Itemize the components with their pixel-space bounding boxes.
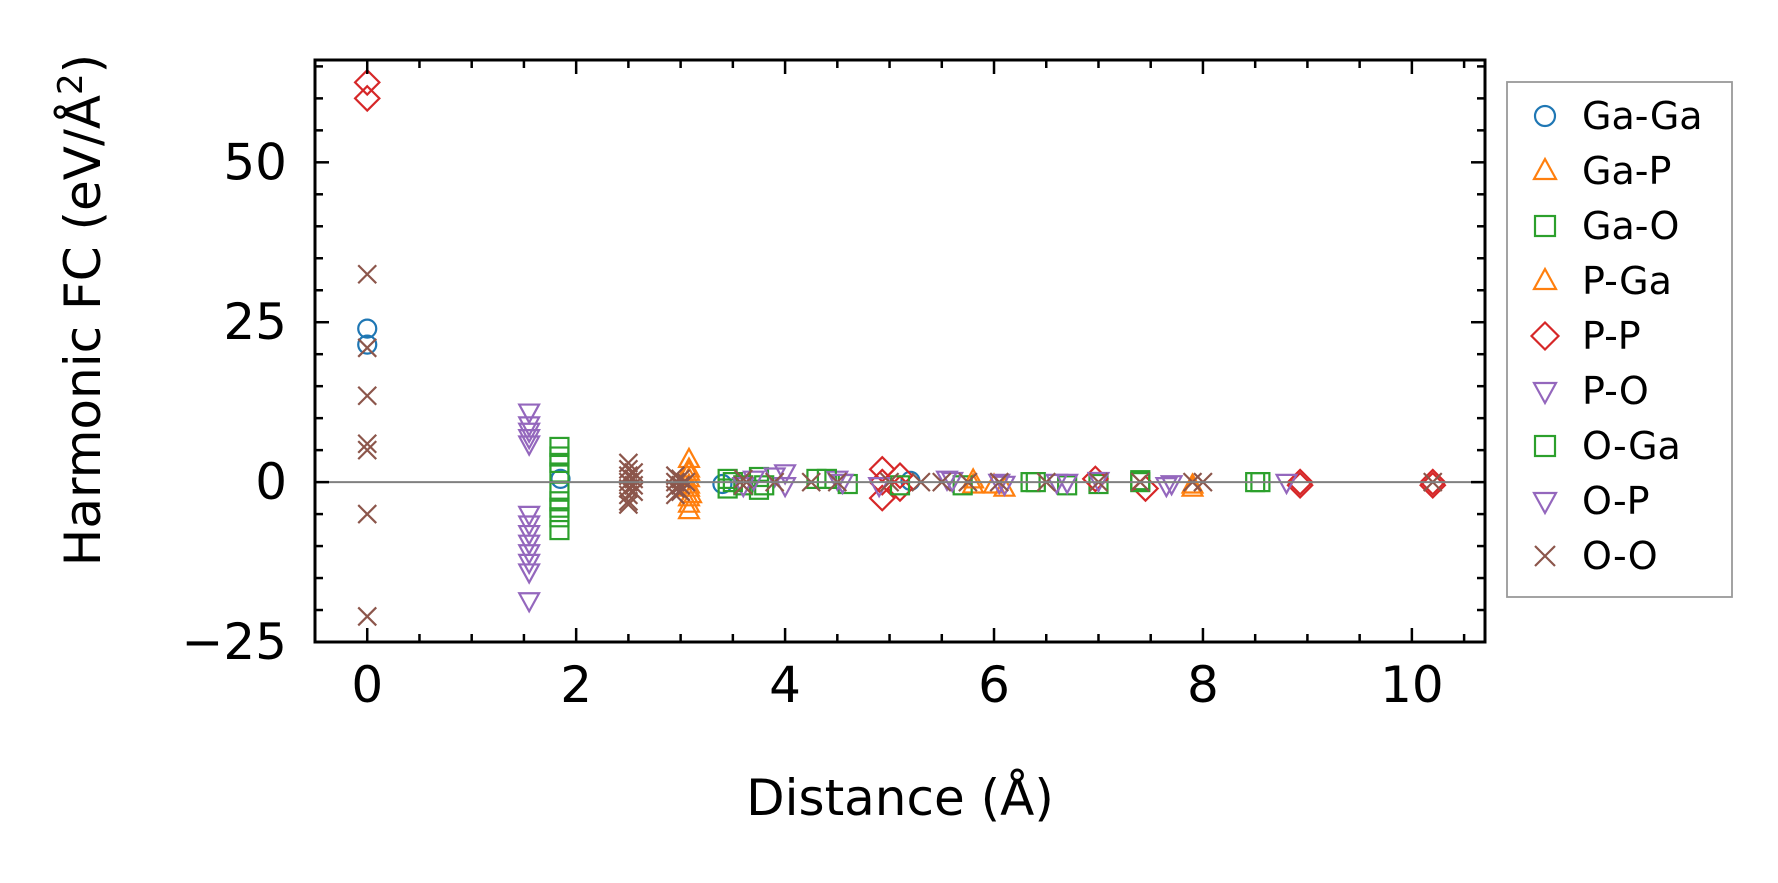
point-o-o-18	[623, 481, 644, 502]
point-o-o-1	[357, 338, 378, 358]
legend-item-o-o: O-O	[1534, 534, 1658, 578]
plot-frame	[313, 58, 1487, 644]
x-tick-label: 0	[351, 656, 383, 714]
point-p-ga-2	[679, 481, 703, 504]
legend-label-p-ga: P-Ga	[1582, 259, 1672, 303]
point-o-o-25	[670, 481, 691, 502]
point-o-p-6	[1044, 473, 1069, 496]
point-p-o-16	[825, 470, 850, 492]
legend-marker-ga-o	[1533, 214, 1557, 238]
legend-marker-ga-ga	[1533, 104, 1557, 128]
point-p-p-1	[353, 84, 381, 113]
legend-marker-p-o	[1532, 381, 1558, 406]
point-ga-o-10	[717, 478, 738, 499]
y-axis-title-main: Harmonic FC (eV/Å	[54, 95, 112, 566]
legend: Ga-Ga Ga-P Ga-O P-Ga P-P P-O O-Ga O-P O-O	[1506, 81, 1733, 598]
axes-group: 0 2 4 6 8 10 −25 0 25 50	[181, 58, 1487, 714]
point-p-o-3	[517, 429, 541, 451]
point-p-o-12	[517, 592, 541, 614]
point-p-o-2	[517, 422, 541, 445]
legend-marker-o-p	[1532, 491, 1558, 516]
legend-marker-p-p	[1529, 320, 1561, 352]
point-o-o-6	[357, 606, 378, 627]
point-p-o-11	[517, 563, 541, 585]
y-axis-title-tail: )	[54, 54, 112, 74]
point-p-o-18	[987, 473, 1012, 496]
point-p-o-20	[1154, 477, 1179, 499]
point-o-o-0	[357, 264, 378, 285]
x-tick-label: 10	[1380, 656, 1444, 714]
legend-label-p-o: P-O	[1582, 369, 1649, 413]
point-o-o-22	[665, 485, 686, 505]
legend-item-p-p: P-P	[1529, 314, 1641, 358]
point-p-o-1	[517, 416, 541, 438]
point-o-o-2	[357, 385, 378, 406]
y-axis-title: Harmonic FC (eV/Å2)	[51, 54, 112, 566]
y-tick-label: 0	[255, 453, 287, 511]
point-o-o-13	[618, 491, 639, 512]
legend-item-o-ga: O-Ga	[1533, 424, 1681, 468]
point-p-p-0	[353, 68, 381, 97]
point-ga-p-6	[677, 497, 701, 520]
point-o-o-14	[618, 494, 639, 515]
point-p-p-9	[1286, 468, 1314, 496]
point-p-o-21	[1274, 473, 1299, 496]
point-ga-o-14	[806, 468, 827, 490]
legend-item-ga-ga: Ga-Ga	[1533, 94, 1703, 138]
point-p-ga-5	[1180, 472, 1205, 494]
point-o-o-17	[623, 475, 644, 496]
series-o-o	[357, 264, 1443, 627]
point-ga-o-8	[549, 519, 570, 541]
series-p-p	[353, 68, 1447, 512]
point-p-o-0	[517, 403, 541, 425]
legend-marker-o-ga	[1533, 434, 1557, 458]
legend-label-ga-ga: Ga-Ga	[1582, 94, 1703, 138]
legend-marker-p-ga	[1532, 266, 1558, 291]
legend-item-o-p: O-P	[1532, 479, 1650, 523]
y-tick-label: 50	[223, 133, 287, 191]
data-marks	[353, 68, 1447, 627]
legend-label-o-p: O-P	[1582, 479, 1650, 523]
point-ga-ga-1	[357, 334, 378, 355]
legend-marker-ga-p	[1532, 156, 1558, 181]
legend-label-o-ga: O-Ga	[1582, 424, 1681, 468]
point-ga-ga-3	[712, 473, 733, 495]
point-p-p-5	[886, 462, 914, 490]
x-tick-label: 6	[978, 656, 1010, 714]
x-axis-title: Distance (Å)	[746, 769, 1054, 827]
point-p-p-11	[1419, 468, 1447, 496]
legend-item-ga-p: Ga-P	[1532, 149, 1671, 193]
point-o-o-27	[733, 469, 754, 489]
point-o-o-24	[670, 475, 691, 496]
legend-item-ga-o: Ga-O	[1533, 204, 1679, 248]
point-o-o-3	[357, 433, 378, 454]
point-o-o-28	[733, 475, 754, 496]
legend-label-o-o: O-O	[1582, 534, 1658, 578]
point-p-p-7	[1081, 465, 1110, 493]
y-axis-title-sup: 2	[51, 73, 91, 95]
x-tick-label: 4	[769, 656, 801, 714]
point-p-o-15	[773, 464, 797, 486]
point-p-o-19	[1055, 473, 1079, 496]
point-o-ga-3	[889, 475, 911, 496]
legend-label-ga-o: Ga-O	[1582, 204, 1679, 248]
legend-label-p-p: P-P	[1582, 314, 1641, 358]
point-o-p-8	[1159, 475, 1184, 497]
legend-item-p-o: P-O	[1532, 369, 1649, 413]
x-tick-label: 2	[560, 656, 592, 714]
x-tick-label: 8	[1187, 656, 1219, 714]
point-p-o-4	[517, 435, 541, 457]
legend-item-p-ga: P-Ga	[1532, 259, 1672, 303]
y-tick-label: −25	[181, 613, 287, 671]
point-o-o-4	[357, 440, 378, 460]
point-ga-ga-0	[357, 318, 378, 339]
y-tick-label: 25	[223, 293, 287, 351]
legend-label-ga-p: Ga-P	[1582, 149, 1671, 193]
legend-marker-o-o	[1534, 545, 1556, 567]
point-ga-o-7	[549, 507, 570, 528]
point-o-o-12	[618, 485, 639, 505]
point-o-o-5	[357, 504, 378, 524]
